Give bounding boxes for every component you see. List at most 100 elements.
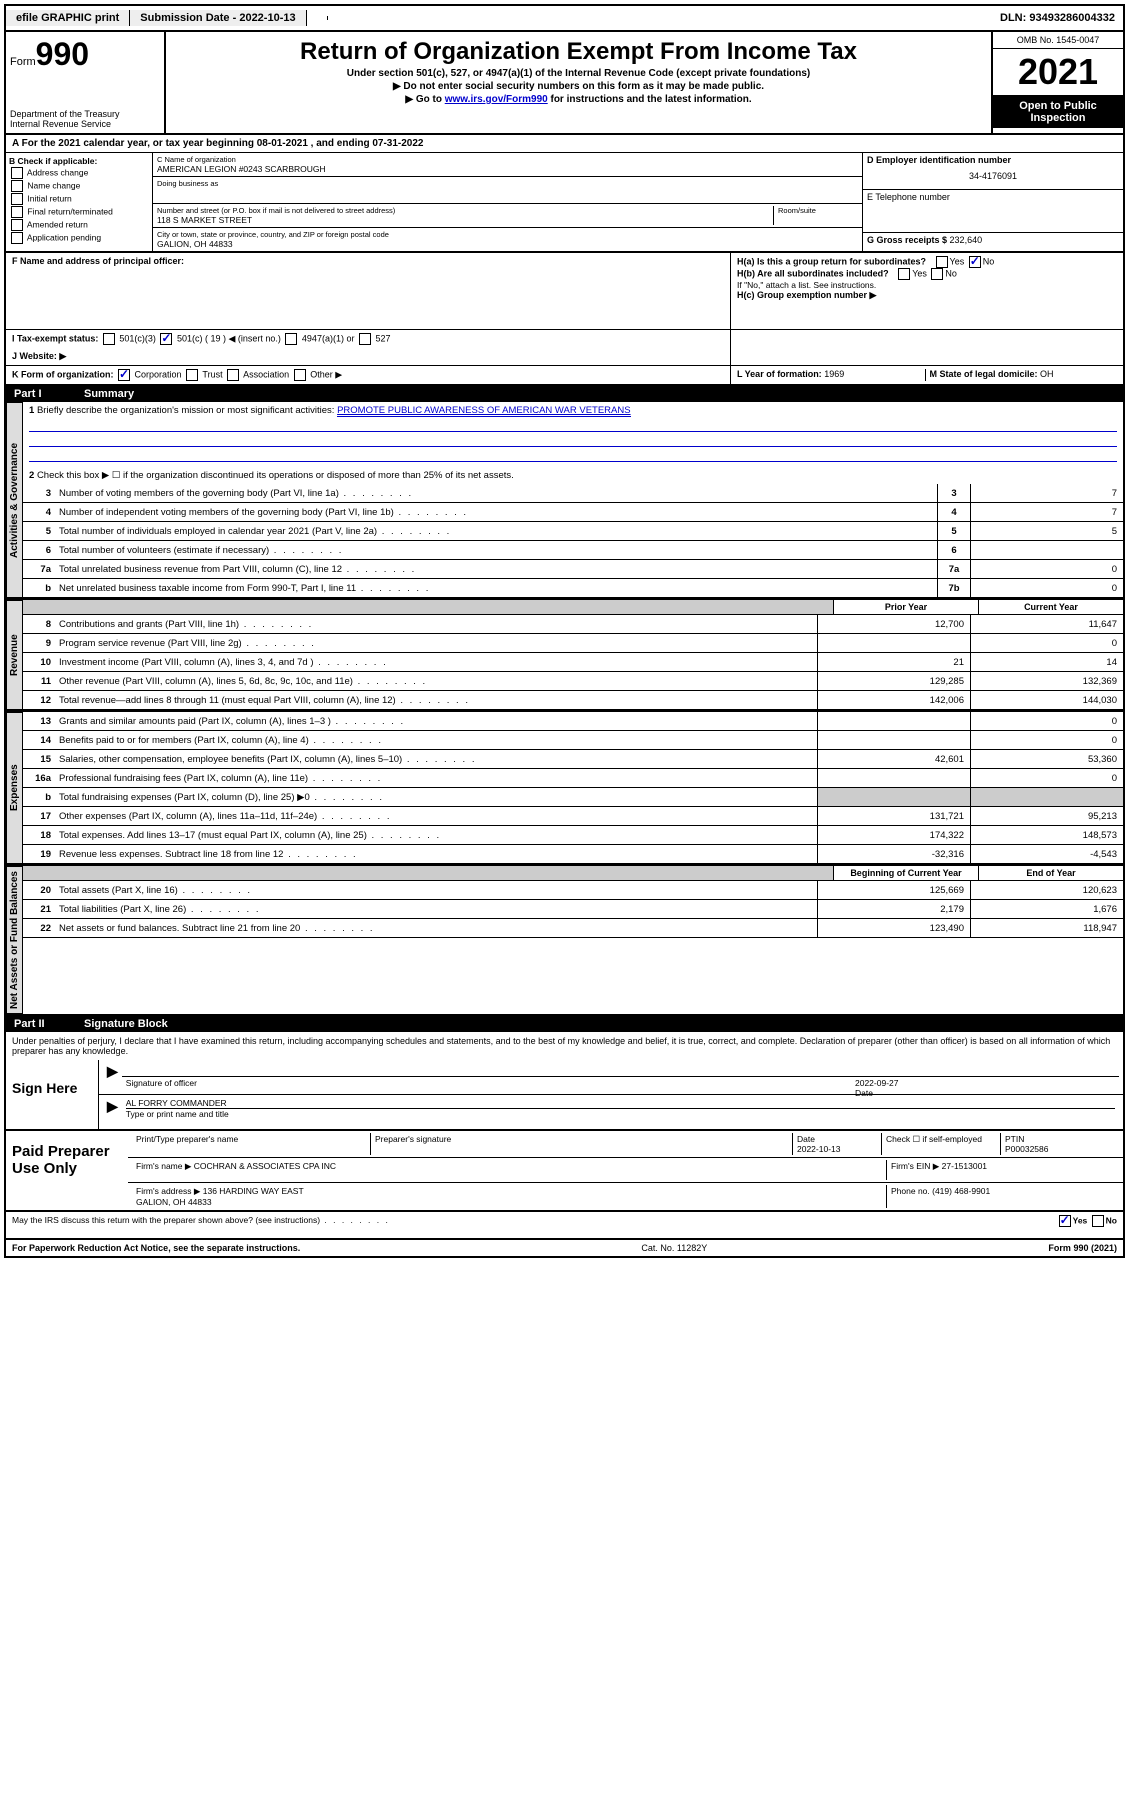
line-7a: 7a Total unrelated business revenue from…	[23, 560, 1123, 579]
governance-body: 1 Briefly describe the organization's mi…	[23, 402, 1123, 598]
box-b-label: B Check if applicable:	[9, 156, 97, 166]
line-12: 12 Total revenue—add lines 8 through 11 …	[23, 691, 1123, 710]
check-address[interactable]: Address change	[9, 167, 149, 179]
firm-ein: Firm's EIN ▶ 27-1513001	[887, 1160, 1119, 1180]
part-1-title: Summary	[84, 388, 134, 400]
prep-name-label: Print/Type preparer's name	[132, 1133, 371, 1155]
ptin-val: P00032586	[1005, 1144, 1049, 1154]
line-15: 15 Salaries, other compensation, employe…	[23, 750, 1123, 769]
tax-4947[interactable]	[285, 333, 297, 345]
org-other[interactable]	[294, 369, 306, 381]
footer-mid: Cat. No. 11282Y	[300, 1243, 1048, 1253]
part-1-header: Part I Summary	[6, 386, 1123, 402]
box-k: K Form of organization: Corporation Trus…	[6, 366, 731, 384]
hb-label: H(b) Are all subordinates included?	[737, 268, 889, 278]
org-corp[interactable]	[118, 369, 130, 381]
header-right: OMB No. 1545-0047 2021 Open to Public In…	[991, 32, 1123, 133]
side-governance: Activities & Governance	[6, 402, 23, 598]
self-emp-check[interactable]: Check ☐ if self-employed	[882, 1133, 1001, 1155]
line-4: 4 Number of independent voting members o…	[23, 503, 1123, 522]
check-pending[interactable]: Application pending	[9, 232, 149, 244]
line-17: 17 Other expenses (Part IX, column (A), …	[23, 807, 1123, 826]
line-2-text: Check this box ▶ ☐ if the organization d…	[37, 470, 514, 481]
tax-501c3[interactable]	[103, 333, 115, 345]
ha-no[interactable]	[969, 256, 981, 268]
period-a: A For the 2021 calendar year, or tax yea…	[12, 138, 257, 149]
check-final[interactable]: Final return/terminated	[9, 206, 149, 218]
ha-label: H(a) Is this a group return for subordin…	[737, 256, 926, 266]
org-trust[interactable]	[186, 369, 198, 381]
may-no[interactable]	[1092, 1215, 1104, 1227]
addr-row: Number and street (or P.O. box if mail i…	[153, 204, 862, 228]
check-name[interactable]: Name change	[9, 180, 149, 192]
sub3-pre: ▶ Go to	[405, 94, 444, 105]
box-k-label: K Form of organization:	[12, 369, 114, 379]
row-fh: F Name and address of principal officer:…	[6, 253, 1123, 330]
prep-date-val: 2022-10-13	[797, 1144, 840, 1154]
hb-yes[interactable]	[898, 268, 910, 280]
firm-name-label: Firm's name ▶	[136, 1161, 194, 1171]
box-l-label: L Year of formation:	[737, 369, 824, 379]
subtitle-3: ▶ Go to www.irs.gov/Form990 for instruct…	[174, 94, 983, 105]
side-net: Net Assets or Fund Balances	[6, 866, 23, 1014]
phone-val: (419) 468-9901	[932, 1186, 990, 1196]
ein-row: D Employer identification number 34-4176…	[863, 153, 1123, 190]
efile-button[interactable]: efile GRAPHIC print	[6, 10, 130, 26]
prep-date: Date 2022-10-13	[793, 1133, 882, 1155]
dba-label: Doing business as	[157, 179, 858, 188]
hb-no[interactable]	[931, 268, 943, 280]
line-3: 3 Number of voting members of the govern…	[23, 484, 1123, 503]
submission-date: Submission Date - 2022-10-13	[130, 10, 306, 26]
box-h-cont	[731, 330, 1123, 365]
line-19: 19 Revenue less expenses. Subtract line …	[23, 845, 1123, 864]
current-year-hdr: Current Year	[978, 600, 1123, 614]
dba-row: Doing business as	[153, 177, 862, 204]
firm-ein-val: 27-1513001	[942, 1161, 987, 1171]
org-name-label: C Name of organization	[157, 155, 858, 164]
form-990-page: efile GRAPHIC print Submission Date - 20…	[4, 4, 1125, 1258]
period-begin: 08-01-2021	[257, 138, 308, 149]
form-num: 990	[36, 36, 89, 72]
org-assoc[interactable]	[227, 369, 239, 381]
sign-here: Sign Here	[6, 1060, 99, 1129]
topbar-spacer	[307, 16, 328, 20]
hc-label: H(c) Group exemption number ▶	[737, 290, 876, 300]
ha-yes[interactable]	[936, 256, 948, 268]
line-20: 20 Total assets (Part X, line 16) 125,66…	[23, 881, 1123, 900]
part-2-title: Signature Block	[84, 1018, 168, 1030]
section-revenue: Revenue Prior Year Current Year 8 Contri…	[6, 600, 1123, 712]
submission-date-label: Submission Date -	[140, 12, 239, 24]
gross-row: G Gross receipts $ 232,640	[863, 233, 1123, 247]
period-end: 07-31-2022	[372, 138, 423, 149]
sign-right: ▶ Signature of officer 2022-09-27 Date ▶…	[99, 1060, 1123, 1129]
omb-number: OMB No. 1545-0047	[993, 32, 1123, 49]
may-label: May the IRS discuss this return with the…	[12, 1215, 390, 1235]
page-footer: For Paperwork Reduction Act Notice, see …	[6, 1240, 1123, 1256]
firm-city: GALION, OH 44833	[136, 1197, 882, 1207]
box-f-label: F Name and address of principal officer:	[12, 256, 184, 266]
expenses-body: 13 Grants and similar amounts paid (Part…	[23, 712, 1123, 864]
submission-date-value: 2022-10-13	[239, 12, 295, 24]
check-amended[interactable]: Amended return	[9, 219, 149, 231]
domicile: OH	[1040, 369, 1054, 379]
line-22: 22 Net assets or fund balances. Subtract…	[23, 919, 1123, 938]
firm-addr-val: 136 HARDING WAY EAST	[203, 1186, 304, 1196]
box-j-label: J Website: ▶	[12, 351, 66, 361]
sign-here-block: Sign Here ▶ Signature of officer 2022-09…	[6, 1060, 1123, 1131]
footer-right: Form 990 (2021)	[1048, 1243, 1117, 1253]
prep-row-1: Print/Type preparer's name Preparer's si…	[128, 1131, 1123, 1158]
tax-527[interactable]	[359, 333, 371, 345]
side-revenue: Revenue	[6, 600, 23, 710]
check-initial[interactable]: Initial return	[9, 193, 149, 205]
part-2-num: Part II	[14, 1018, 84, 1030]
tax-501c[interactable]	[160, 333, 172, 345]
line-11: 11 Other revenue (Part VIII, column (A),…	[23, 672, 1123, 691]
phone-label: Phone no.	[891, 1186, 932, 1196]
sig-officer-label: Signature of officer	[126, 1078, 197, 1088]
irs-link[interactable]: www.irs.gov/Form990	[445, 94, 548, 105]
prep-row-3: Firm's address ▶ 136 HARDING WAY EAST GA…	[128, 1183, 1123, 1210]
sig-officer: Signature of officer	[122, 1076, 851, 1092]
line-16a: 16a Professional fundraising fees (Part …	[23, 769, 1123, 788]
addr-label: Number and street (or P.O. box if mail i…	[157, 206, 773, 215]
may-yes[interactable]	[1059, 1215, 1071, 1227]
